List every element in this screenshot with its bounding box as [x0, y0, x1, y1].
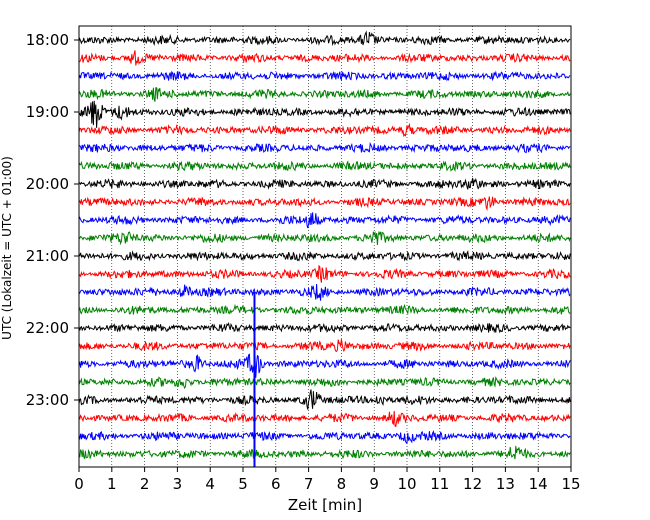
plot-frame — [78, 25, 572, 468]
x-tick-label: 2 — [140, 475, 150, 493]
trace-1915 — [78, 122, 571, 138]
trace-2245 — [78, 376, 571, 390]
y-tick-label: 19:00 — [26, 103, 69, 121]
x-tick-label: 3 — [173, 475, 183, 493]
x-tick-label: 15 — [561, 475, 580, 493]
x-tick-label: 13 — [496, 475, 515, 493]
x-tick-label: 1 — [107, 475, 117, 493]
trace-2215 — [78, 339, 571, 353]
x-tick-label: 0 — [74, 475, 84, 493]
trace-2000 — [78, 177, 571, 190]
x-tick-label: 6 — [271, 475, 281, 493]
y-tick-label: 18:00 — [26, 31, 69, 49]
trace-2030 — [78, 212, 571, 229]
y-tick-label: 20:00 — [26, 175, 69, 193]
trace-1815 — [78, 50, 571, 66]
trace-1930 — [78, 141, 571, 154]
x-axis-ticks: 0 1 2 3 4 5 6 7 8 9 10 11 12 13 14 15 — [74, 467, 581, 493]
x-tick-label: 8 — [337, 475, 347, 493]
trace-2045 — [78, 230, 571, 246]
y-tick-label: 23:00 — [26, 391, 69, 409]
x-tick-label: 7 — [304, 475, 314, 493]
x-tick-label: 12 — [463, 475, 482, 493]
x-axis-label: Zeit [min] — [288, 496, 362, 514]
trace-1845 — [78, 87, 571, 102]
trace-2130 — [78, 283, 571, 301]
trace-2145 — [78, 303, 571, 316]
y-axis-label: UTC (Lokalzeit = UTC + 01:00) — [0, 156, 14, 340]
x-tick-label: 4 — [205, 475, 215, 493]
x-tick-label: 10 — [397, 475, 416, 493]
trace-2100 — [78, 250, 571, 262]
trace-1800 — [78, 30, 571, 46]
x-tick-label: 14 — [529, 475, 548, 493]
trace-layer — [78, 30, 571, 460]
trace-1830 — [78, 70, 571, 82]
trace-2315 — [78, 410, 571, 428]
trace-1945 — [78, 160, 571, 173]
trace-2015 — [78, 196, 571, 212]
x-tick-label: 5 — [238, 475, 248, 493]
trace-1900 — [78, 100, 571, 128]
trace-2330 — [78, 429, 571, 445]
y-tick-label: 21:00 — [26, 247, 69, 265]
y-axis-ticks: 18:00 19:00 20:00 21:00 22:00 23:00 — [26, 31, 79, 409]
trace-2300 — [78, 389, 571, 410]
x-tick-label: 9 — [369, 475, 379, 493]
trace-2230 — [78, 353, 571, 378]
trace-2115 — [78, 264, 571, 283]
y-tick-label: 22:00 — [26, 319, 69, 337]
x-tick-label: 11 — [430, 475, 449, 493]
trace-2200 — [78, 322, 571, 334]
trace-2345 — [78, 445, 571, 460]
